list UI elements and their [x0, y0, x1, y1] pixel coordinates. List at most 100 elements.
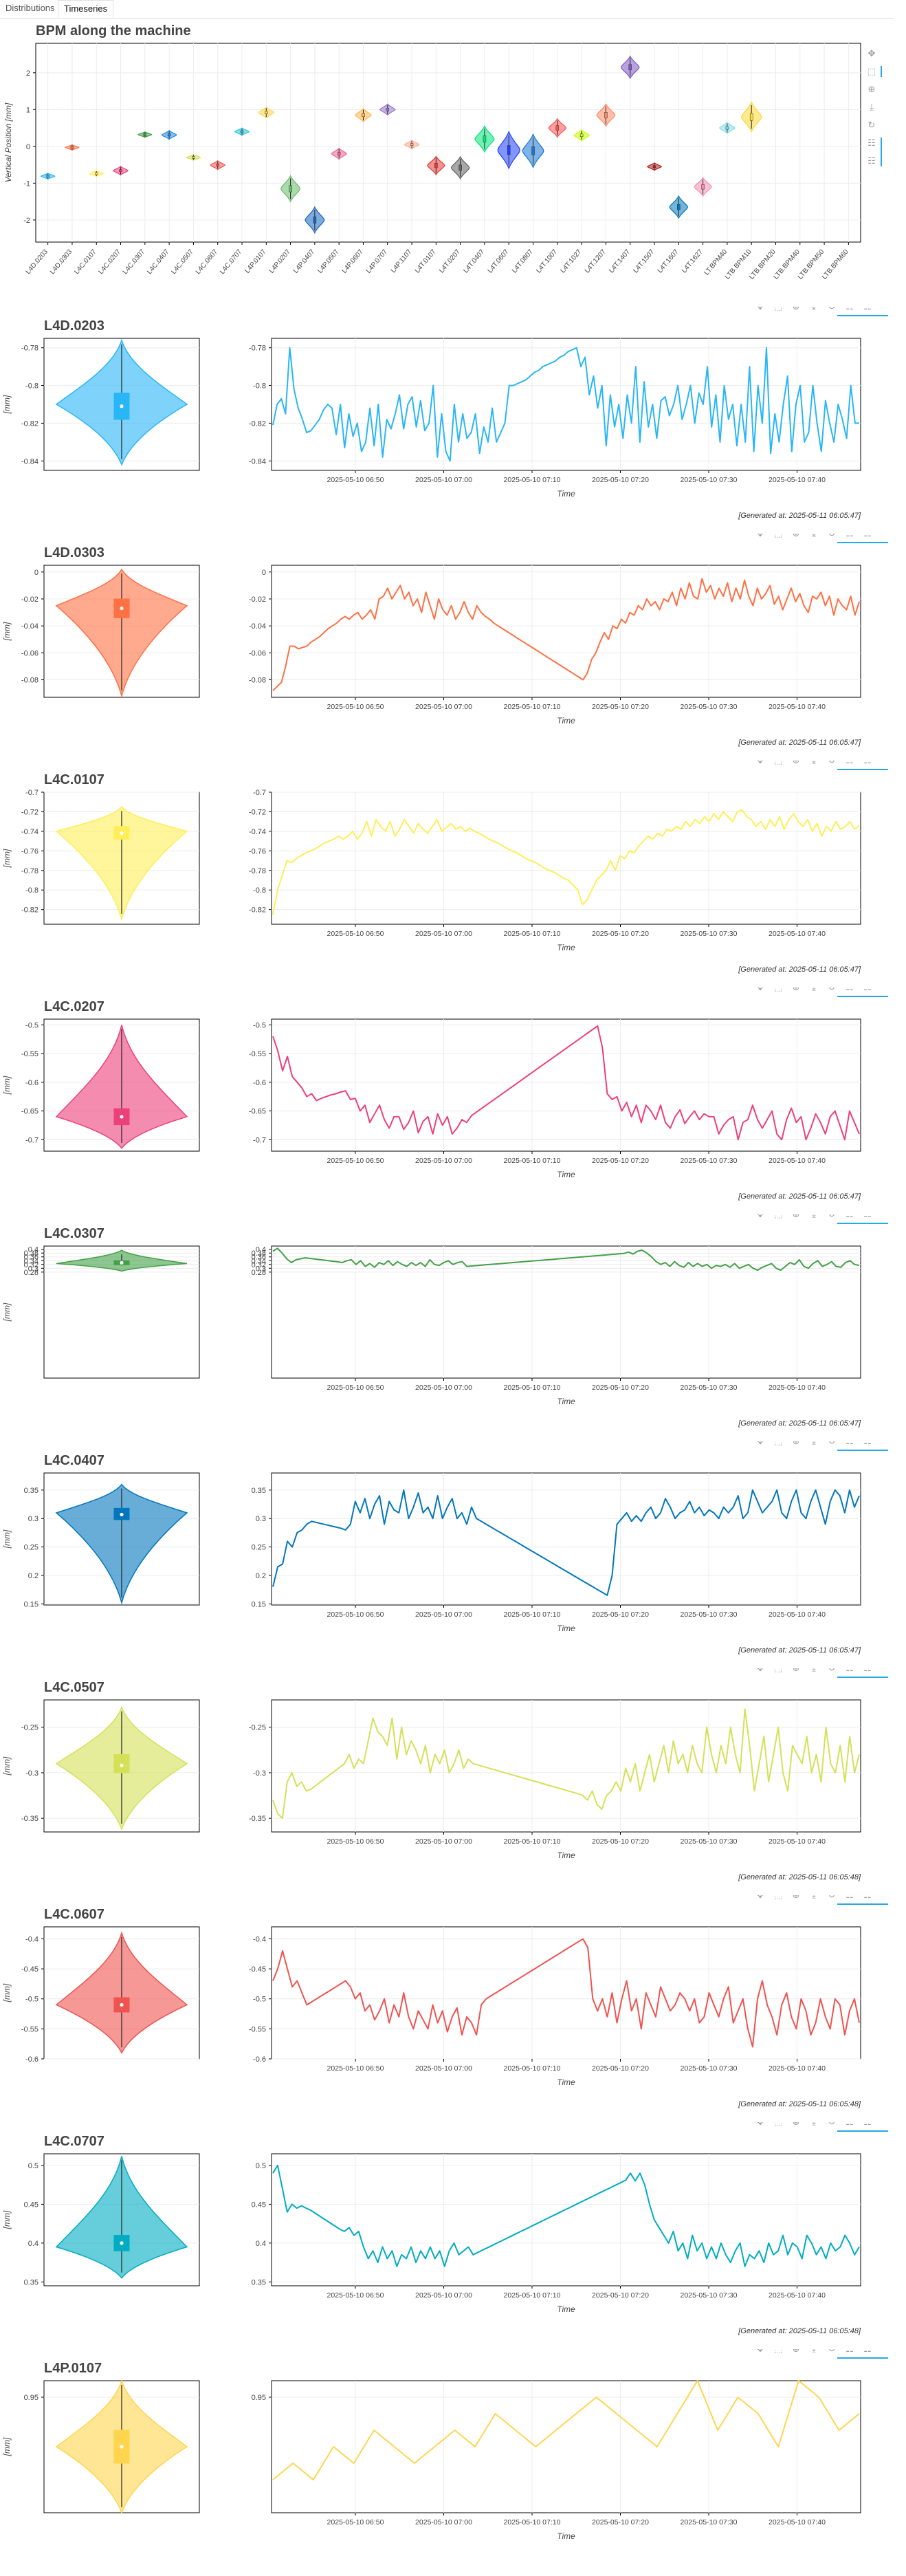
crosshair-icon[interactable]: ☷ [861, 1895, 874, 1901]
pan-icon[interactable]: ✥ [753, 534, 767, 540]
overview-violin-box [313, 216, 317, 223]
pan-icon[interactable]: ✥ [753, 2349, 767, 2355]
box-zoom-icon[interactable]: ⬚ [771, 534, 785, 540]
crosshair-icon[interactable]: ☷ [861, 761, 874, 767]
box-zoom-icon[interactable]: ⬚ [771, 1214, 785, 1221]
crosshair-icon[interactable]: ☷ [861, 2122, 874, 2128]
pan-icon[interactable]: ✥ [753, 1441, 767, 1448]
wheel-zoom-icon[interactable]: ⊕ [789, 534, 803, 540]
timeseries-xtick-label: 2025-05-10 07:30 [681, 1384, 738, 1392]
timeseries-xlabel: Time [557, 1851, 575, 1860]
wheel-zoom-icon[interactable]: ⊕ [789, 307, 803, 313]
reset-icon[interactable]: ↻ [825, 1441, 839, 1448]
timeseries-xtick-label: 2025-05-10 07:40 [769, 703, 826, 711]
save-icon[interactable]: ⤓ [807, 1895, 821, 1901]
reset-icon[interactable]: ↻ [825, 1895, 839, 1901]
pan-icon[interactable]: ✥ [753, 2122, 767, 2128]
panel-title: L4C.0307 [44, 1226, 104, 1241]
reset-icon[interactable]: ↻ [825, 761, 839, 767]
timeseries-line [272, 347, 859, 462]
wheel-zoom-icon[interactable]: ⊕ [789, 1668, 803, 1674]
hover-icon[interactable]: ☷ [843, 987, 857, 994]
pan-icon[interactable]: ✥ [753, 1895, 767, 1901]
pan-icon[interactable]: ✥ [753, 987, 767, 994]
box-zoom-icon[interactable]: ⬚ [771, 987, 785, 994]
wheel-zoom-icon[interactable]: ⊕ [789, 1895, 803, 1901]
box-zoom-icon[interactable]: ⬚ [771, 307, 785, 313]
overview-violin-box [46, 175, 49, 177]
box-zoom-icon[interactable]: ⬚ [771, 1441, 785, 1448]
box-zoom-icon[interactable]: ⬚ [771, 761, 785, 767]
overview-violin-box [725, 126, 729, 130]
wheel-zoom-icon[interactable]: ⊕ [789, 1214, 803, 1221]
wheel-zoom-icon[interactable]: ⊕ [789, 2349, 803, 2355]
crosshair-icon[interactable]: ☷ [861, 987, 874, 994]
overview-violin-box [579, 133, 584, 138]
save-icon[interactable]: ⤓ [865, 100, 879, 113]
violin-ytick-label: 0.32 [24, 1261, 38, 1269]
wheel-zoom-icon[interactable]: ⊕ [789, 761, 803, 767]
reset-icon[interactable]: ↻ [825, 534, 839, 540]
hover-icon[interactable]: ☷ [865, 135, 879, 149]
crosshair-icon[interactable]: ☷ [861, 1214, 874, 1221]
wheel-zoom-icon[interactable]: ⊕ [865, 82, 879, 96]
plot-toolbar: ✥ ⬚ ⊕ ⤓ ↻ ☷ ☷ [753, 761, 888, 770]
hover-icon[interactable]: ☷ [843, 2349, 857, 2355]
box-zoom-icon[interactable]: ⬚ [771, 2349, 785, 2355]
wheel-zoom-icon[interactable]: ⊕ [789, 2122, 803, 2128]
violin-ytick-label: 0.36 [24, 1254, 38, 1262]
save-icon[interactable]: ⤓ [807, 2349, 821, 2355]
tab-timeseries[interactable]: Timeseries [58, 0, 114, 18]
reset-icon[interactable]: ↻ [865, 118, 879, 131]
reset-icon[interactable]: ↻ [825, 987, 839, 994]
crosshair-icon[interactable]: ☷ [865, 153, 879, 167]
crosshair-icon[interactable]: ☷ [861, 1668, 874, 1674]
pan-icon[interactable]: ✥ [753, 1668, 767, 1674]
reset-icon[interactable]: ↻ [825, 2349, 839, 2355]
timeseries-line [272, 1247, 860, 1271]
hover-icon[interactable]: ☷ [843, 1441, 857, 1448]
save-icon[interactable]: ⤓ [807, 1668, 821, 1674]
pan-icon[interactable]: ✥ [753, 1214, 767, 1221]
save-icon[interactable]: ⤓ [807, 2122, 821, 2128]
plot-toolbar: ✥ ⬚ ⊕ ⤓ ↻ ☷ ☷ [753, 2122, 888, 2132]
save-icon[interactable]: ⤓ [807, 534, 821, 540]
box-zoom-icon[interactable]: ⬚ [771, 1895, 785, 1901]
timeseries-ytick-label: 0.38 [252, 1249, 266, 1258]
crosshair-icon[interactable]: ☷ [861, 534, 874, 540]
reset-icon[interactable]: ↻ [825, 307, 839, 313]
reset-icon[interactable]: ↻ [825, 1668, 839, 1674]
hover-icon[interactable]: ☷ [843, 1214, 857, 1221]
hover-icon[interactable]: ☷ [843, 307, 857, 313]
hover-icon[interactable]: ☷ [843, 2122, 857, 2128]
save-icon[interactable]: ⤓ [807, 1441, 821, 1448]
reset-icon-glyph: ↻ [828, 307, 836, 312]
pan-icon[interactable]: ✥ [753, 761, 767, 767]
hover-icon[interactable]: ☷ [843, 761, 857, 767]
box-zoom-icon[interactable]: ⬚ [771, 1668, 785, 1674]
wheel-zoom-icon-glyph: ⊕ [868, 85, 876, 95]
timeseries-xtick-label: 2025-05-10 07:20 [592, 703, 649, 711]
save-icon[interactable]: ⤓ [807, 307, 821, 313]
reset-icon[interactable]: ↻ [825, 2122, 839, 2128]
hover-icon[interactable]: ☷ [843, 534, 857, 540]
pan-icon[interactable]: ✥ [865, 46, 879, 60]
timeseries-ytick-label: -0.78 [249, 867, 266, 875]
box-zoom-icon[interactable]: ⬚ [771, 2122, 785, 2128]
crosshair-icon[interactable]: ☷ [861, 307, 874, 313]
save-icon[interactable]: ⤓ [807, 761, 821, 767]
pan-icon[interactable]: ✥ [753, 307, 767, 313]
crosshair-icon[interactable]: ☷ [861, 1441, 874, 1448]
box-zoom-icon[interactable]: ⬚ [865, 64, 879, 78]
timeseries-xtick-label: 2025-05-10 07:00 [415, 2291, 472, 2300]
save-icon[interactable]: ⤓ [807, 987, 821, 994]
overview-category-label: LT.BPM40 [703, 248, 729, 277]
tab-distributions[interactable]: Distributions [5, 3, 55, 13]
wheel-zoom-icon[interactable]: ⊕ [789, 1441, 803, 1448]
hover-icon[interactable]: ☷ [843, 1895, 857, 1901]
hover-icon[interactable]: ☷ [843, 1668, 857, 1674]
save-icon[interactable]: ⤓ [807, 1214, 821, 1221]
wheel-zoom-icon[interactable]: ⊕ [789, 987, 803, 994]
reset-icon[interactable]: ↻ [825, 1214, 839, 1221]
crosshair-icon[interactable]: ☷ [861, 2349, 874, 2355]
